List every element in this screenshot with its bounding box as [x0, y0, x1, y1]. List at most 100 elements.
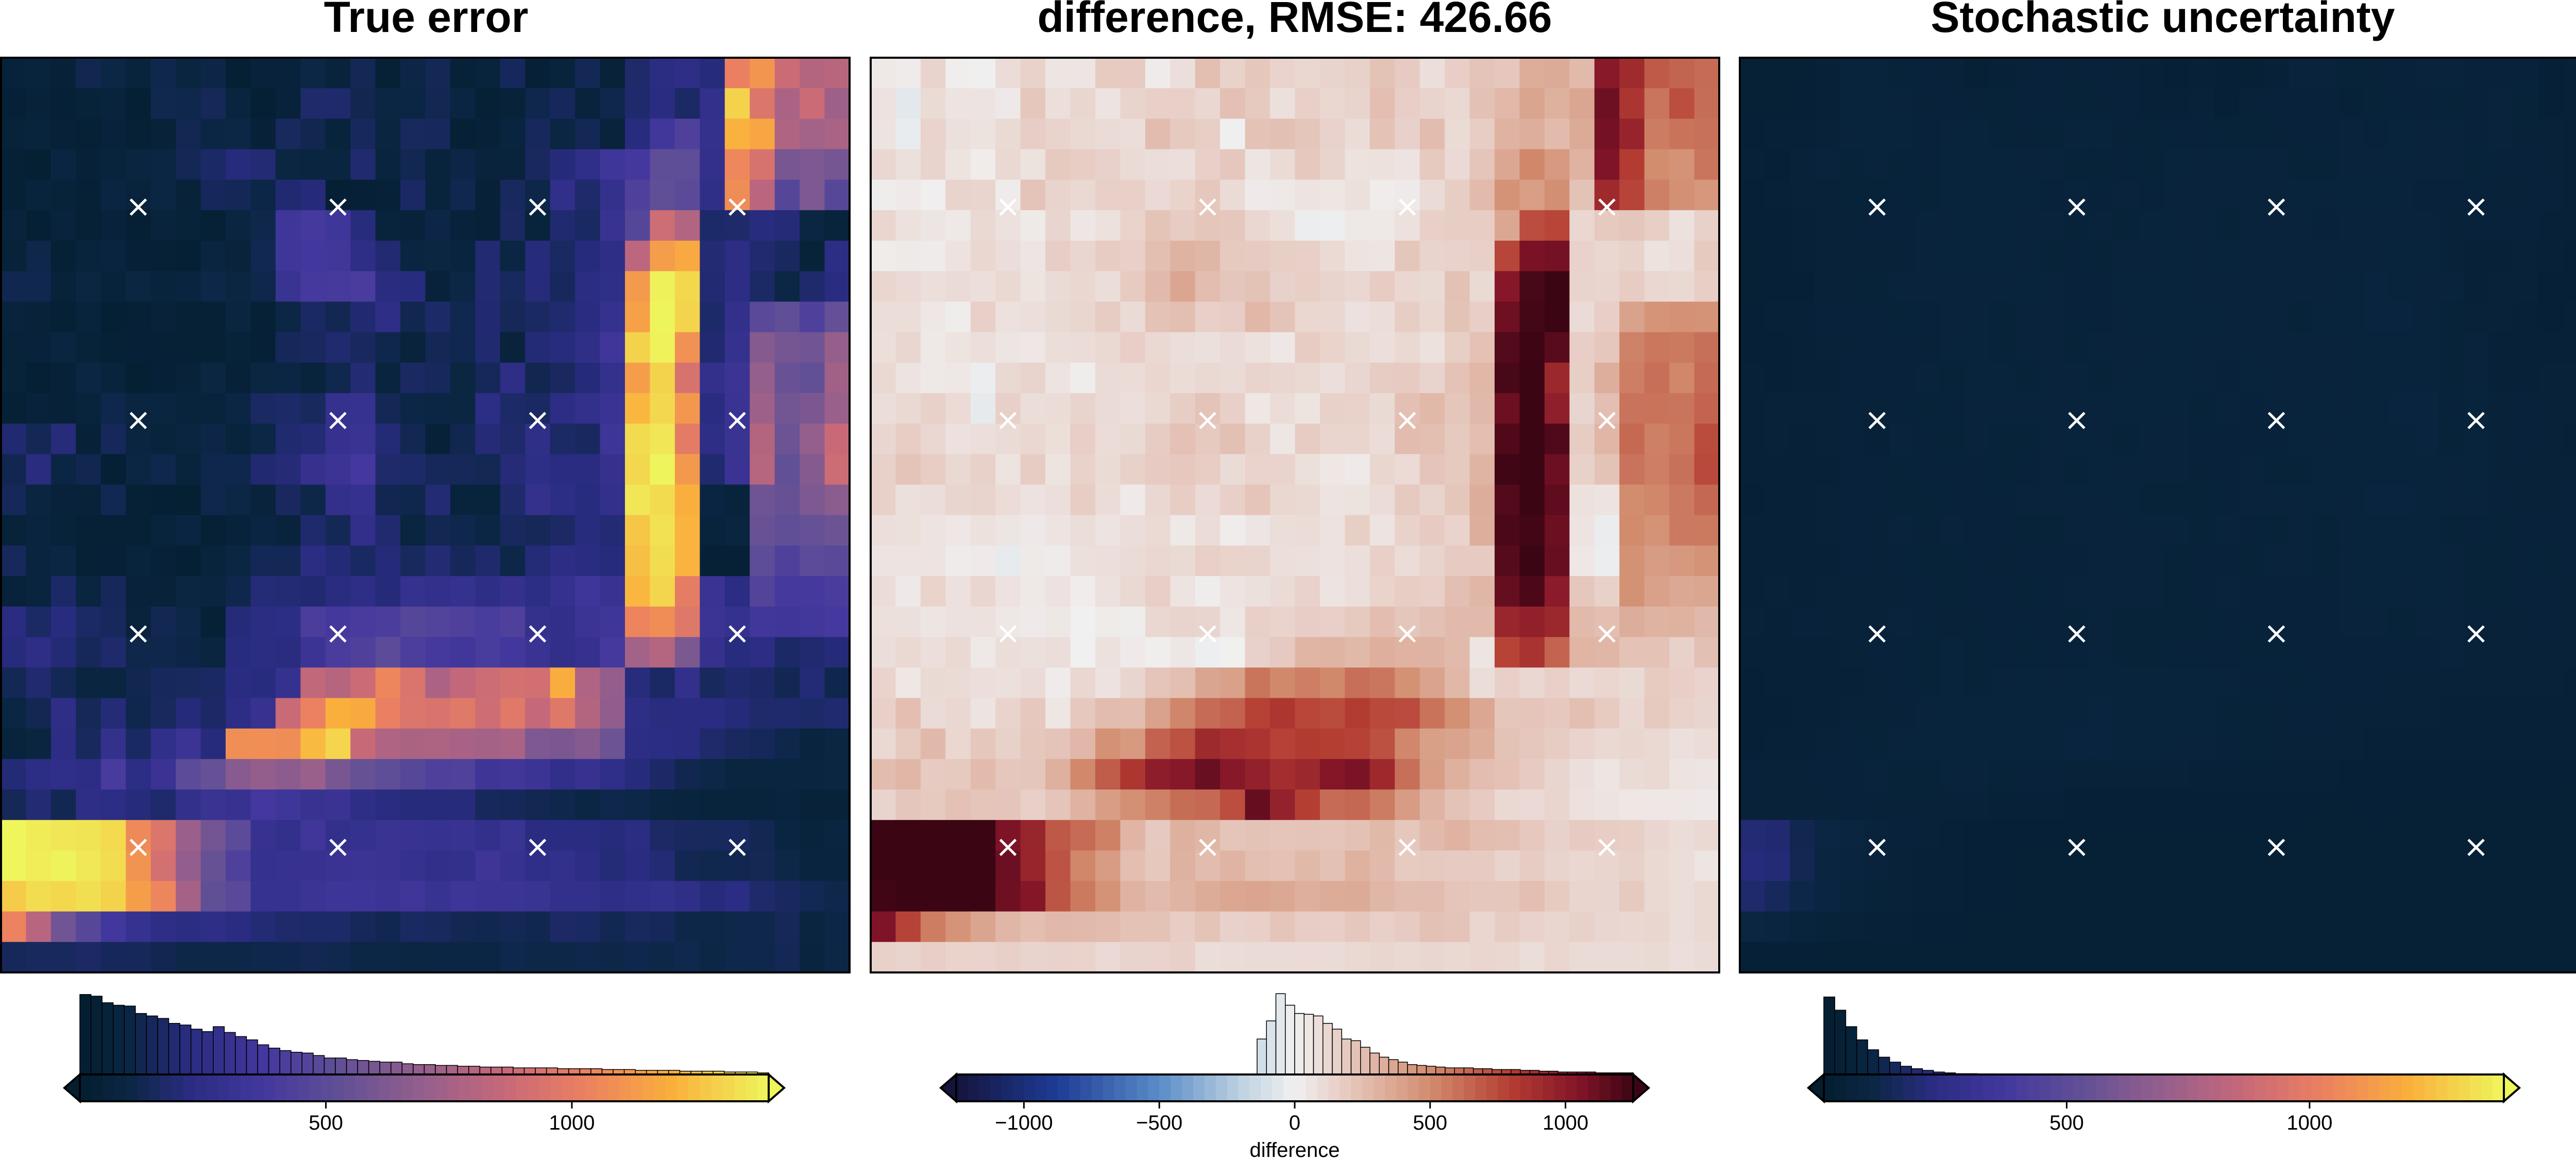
heatmap-cell [2114, 179, 2140, 211]
heatmap-cell [1789, 545, 1816, 577]
heatmap-cell [724, 881, 751, 912]
heatmap-cell [100, 119, 126, 150]
heatmap-cell [300, 179, 326, 211]
colorbar-segment [2039, 1074, 2051, 1101]
heatmap-cell [2488, 484, 2514, 516]
heatmap-cell [250, 667, 276, 699]
heatmap-cell [2338, 393, 2364, 424]
heatmap-cell [995, 454, 1021, 485]
data-point-marker [1868, 198, 1886, 216]
heatmap-cell [1569, 911, 1595, 943]
heatmap-cell [1789, 393, 1816, 424]
heatmap-cell [1319, 576, 1346, 607]
heatmap-cell [275, 119, 301, 150]
heatmap-cell [1170, 576, 1196, 607]
heatmap-cell [871, 942, 896, 973]
heatmap-cell [750, 759, 775, 790]
heatmap-cell [2314, 119, 2340, 150]
heatmap-cell [1395, 271, 1420, 303]
heatmap-cell [150, 942, 176, 973]
heatmap-cell [2139, 149, 2165, 180]
heatmap-cell [300, 515, 326, 546]
heatmap-cell [2388, 362, 2414, 394]
heatmap-cell [2014, 301, 2040, 333]
colorbar-tick-label: 0 [1289, 1112, 1300, 1134]
heatmap-cell [525, 759, 551, 790]
heatmap-cell [1789, 759, 1816, 790]
heatmap-cell [350, 698, 376, 729]
data-point-marker [529, 412, 547, 429]
heatmap-cell [126, 149, 151, 180]
heatmap-cell [1120, 515, 1146, 546]
heatmap-cell [100, 301, 126, 333]
colorbar-segment [745, 1074, 758, 1101]
heatmap-cell [400, 607, 426, 637]
heatmap-cell [2338, 179, 2364, 211]
heatmap-cell [945, 911, 971, 943]
heatmap-cell [625, 850, 651, 882]
heatmap-cell [500, 942, 526, 973]
heatmap-cell [1544, 790, 1570, 820]
heatmap-cell [2563, 271, 2576, 303]
heatmap-cell [1, 332, 27, 363]
heatmap-cell [1369, 88, 1396, 120]
heatmap-cell [1544, 576, 1570, 607]
heatmap-cell [26, 576, 52, 607]
heatmap-cell [1694, 637, 1720, 668]
heatmap-cell [824, 454, 850, 485]
heatmap-cell [625, 88, 651, 120]
heatmap-cell [2338, 301, 2364, 333]
heatmap-cell [1, 88, 27, 120]
heatmap-cell [225, 790, 251, 820]
heatmap-cell [275, 607, 301, 637]
heatmap-cell [1815, 362, 1840, 394]
heatmap-cell [1839, 58, 1865, 89]
heatmap-cell [1569, 241, 1595, 272]
heatmap-cell [550, 607, 575, 637]
heatmap-cell [1789, 484, 1816, 516]
heatmap-cell [1095, 881, 1121, 912]
colorbar-segment [1012, 1074, 1025, 1101]
heatmap-cell [1145, 942, 1171, 973]
heatmap-cell [1045, 728, 1071, 760]
heatmap-cell [450, 698, 476, 729]
heatmap-cell [2463, 515, 2489, 546]
heatmap-cell [2014, 881, 2040, 912]
heatmap-cell [100, 362, 126, 394]
heatmap-cell [970, 149, 996, 180]
heatmap-cell [1964, 332, 1990, 363]
heatmap-cell [1, 515, 27, 546]
heatmap-cell [800, 301, 825, 333]
colorbar-segment [1238, 1074, 1250, 1101]
heatmap-cell [650, 545, 675, 577]
heatmap-cell [750, 545, 775, 577]
heatmap-cell [2239, 241, 2265, 272]
heatmap-cell [275, 545, 301, 577]
heatmap-cell [2014, 545, 2040, 577]
heatmap-cell [475, 454, 501, 485]
heatmap-cell [2463, 210, 2489, 241]
heatmap-cell [2338, 210, 2364, 241]
heatmap-cell [650, 728, 675, 760]
heatmap-cell [1369, 607, 1396, 637]
heatmap-cell [2089, 301, 2115, 333]
heatmap-cell [2139, 881, 2165, 912]
heatmap-cell [1020, 576, 1046, 607]
heatmap-cell [400, 667, 426, 699]
heatmap-cell [375, 759, 401, 790]
heatmap-cell [450, 881, 476, 912]
heatmap-cell [2338, 362, 2364, 394]
heatmap-cell [2189, 484, 2215, 516]
heatmap-cell [1619, 667, 1645, 699]
heatmap-cell [1295, 271, 1320, 303]
heatmap-cell [1045, 637, 1071, 668]
colorbar-segment [148, 1074, 161, 1101]
colorbar-max-triangle [768, 1072, 786, 1104]
heatmap-cell [2089, 362, 2115, 394]
heatmap-cell [425, 576, 451, 607]
heatmap-cell [250, 301, 276, 333]
heatmap-cell [2463, 424, 2489, 455]
heatmap-cell [1839, 576, 1865, 607]
heatmap-cell [450, 149, 476, 180]
heatmap-cell [2214, 484, 2240, 516]
